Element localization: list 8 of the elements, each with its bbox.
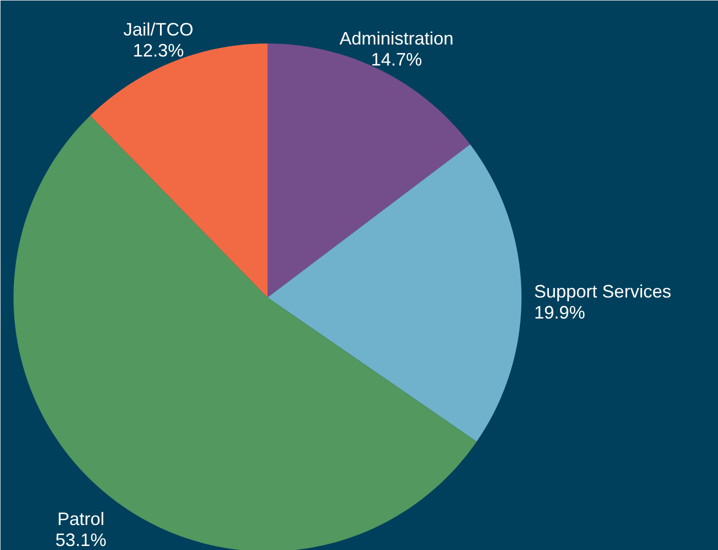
slice-label: Jail/TCO (123, 19, 194, 40)
slice-label: Support Services (534, 282, 672, 302)
slice-label: Patrol (57, 508, 104, 529)
data-label: 19.9% (534, 302, 586, 323)
data-label: 53.1% (55, 530, 106, 550)
data-label: 14.7% (371, 49, 422, 70)
slice-label: Administration (339, 28, 454, 48)
data-label: 12.3% (132, 40, 184, 60)
